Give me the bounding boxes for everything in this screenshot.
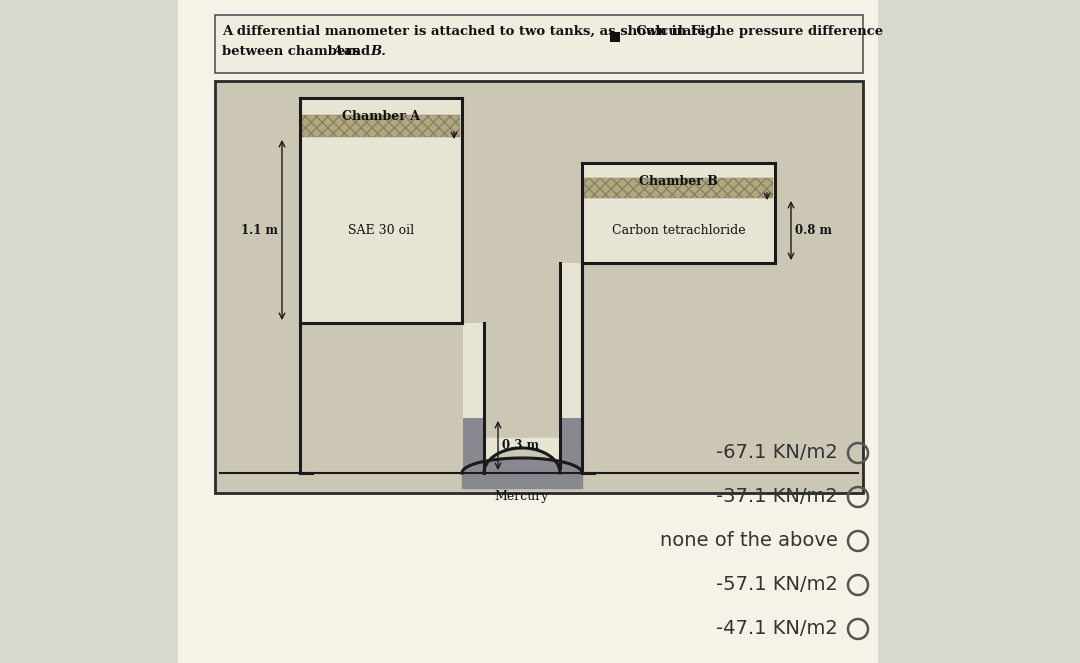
Bar [301,99,461,322]
Bar [610,32,620,42]
Text: 1.1 m: 1.1 m [241,223,278,237]
Text: -67.1 KN/m2: -67.1 KN/m2 [716,444,838,463]
Bar [0,0,178,663]
Text: Chamber A: Chamber A [342,110,420,123]
Text: 0.3 m: 0.3 m [502,439,539,452]
Text: 0.8 m: 0.8 m [795,224,832,237]
Text: A: A [332,45,342,58]
Bar [561,418,581,473]
Bar [878,0,1080,663]
Bar [584,178,773,198]
Bar [178,0,878,663]
Bar [583,164,774,262]
Text: B.: B. [370,45,386,58]
Bar [463,323,483,473]
Text: Mercury: Mercury [495,490,550,503]
Text: -37.1 KN/m2: -37.1 KN/m2 [716,487,838,507]
Bar [463,418,483,473]
Text: Chamber B: Chamber B [639,175,718,188]
Text: between chambers: between chambers [222,45,360,58]
Bar [561,263,581,468]
Text: A differential manometer is attached to two tanks, as shown in Fig.: A differential manometer is attached to … [222,25,719,38]
Bar [215,15,863,73]
Text: . Calculate the pressure difference: . Calculate the pressure difference [627,25,883,38]
Bar [215,81,863,493]
Text: SAE 30 oil: SAE 30 oil [348,223,414,237]
Text: -57.1 KN/m2: -57.1 KN/m2 [716,575,838,595]
Text: and: and [345,45,372,58]
Text: -47.1 KN/m2: -47.1 KN/m2 [716,619,838,638]
Text: none of the above: none of the above [660,532,838,550]
Text: Carbon tetrachloride: Carbon tetrachloride [611,224,745,237]
Bar [302,115,460,137]
